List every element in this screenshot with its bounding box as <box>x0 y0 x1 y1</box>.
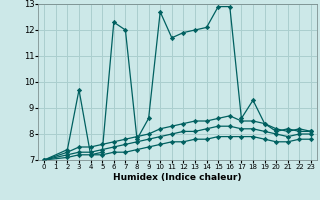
X-axis label: Humidex (Indice chaleur): Humidex (Indice chaleur) <box>113 173 242 182</box>
